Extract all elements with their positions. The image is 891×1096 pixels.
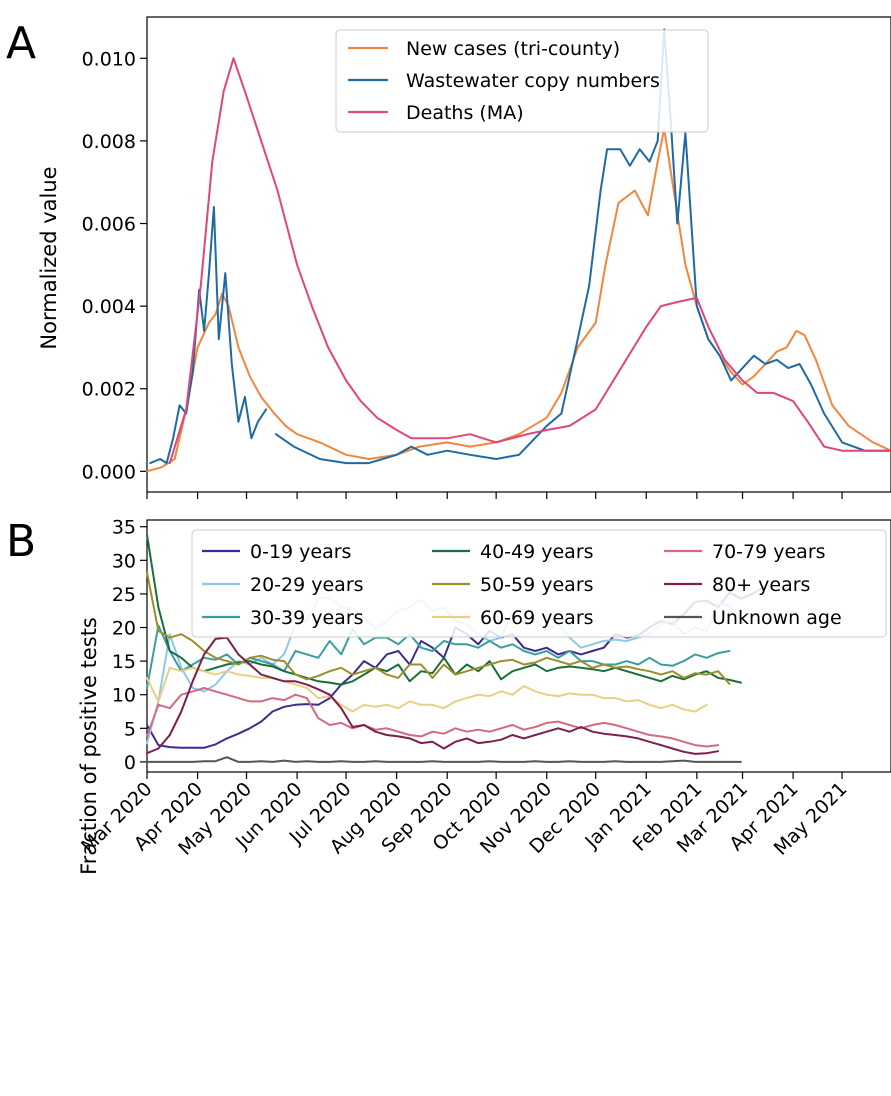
panel-a-y-axis-label: Normalized value xyxy=(37,166,61,349)
panel-b-y-tick-label: 20 xyxy=(112,618,136,640)
panel-b-y-tick-label: 5 xyxy=(124,718,136,740)
panel-a-plot-frame xyxy=(146,16,891,493)
panel-a-y-tick-label: 0.000 xyxy=(82,461,136,483)
series-line-deaths-ma xyxy=(168,57,891,465)
series-line-60-69-years xyxy=(146,666,708,713)
panel-a-y-axis: 0.000 0.002 0.004 0.006 0.008 0.010 xyxy=(82,48,147,483)
panel-a-legend-box xyxy=(335,29,709,133)
panel-a-letter: A xyxy=(6,18,36,69)
legend-label-new-cases-tri-county: New cases (tri-county) xyxy=(406,38,620,60)
legend-label-deaths-ma: Deaths (MA) xyxy=(406,102,524,124)
panel-a-y-tick-label: 0.008 xyxy=(82,131,136,153)
panel-b-y-tick-label: 0 xyxy=(124,752,136,774)
legend-label-60-69-years: 60-69 years xyxy=(480,607,594,629)
panel-b-y-tick-label: 35 xyxy=(112,517,136,539)
legend-label-70-79-years: 70-79 years xyxy=(712,541,826,563)
panel-a-y-tick-label: 0.002 xyxy=(82,379,136,401)
panel-b-y-axis-label: Fraction of positive tests xyxy=(77,617,101,875)
series-line-new-cases-tri-county xyxy=(146,127,891,473)
panel-a-y-tick-label: 0.006 xyxy=(82,214,136,236)
panel-b-y-tick-label: 25 xyxy=(112,584,136,606)
panel-b-y-tick-label: 30 xyxy=(112,550,136,572)
panel-a-y-tick-label: 0.004 xyxy=(82,296,136,318)
panel-a-x-axis xyxy=(146,492,843,499)
series-line-70-79-years xyxy=(146,687,720,748)
series-line-unknown-age xyxy=(146,756,742,763)
legend-label-80-years: 80+ years xyxy=(712,574,810,596)
legend-label-20-29-years: 20-29 years xyxy=(250,574,364,596)
panel-b-y-axis: 0 5 10 15 20 25 30 35 xyxy=(112,517,147,774)
series-line-80-years xyxy=(146,636,720,755)
panel-a-legend: New cases (tri-county) Wastewater copy nu… xyxy=(335,29,709,133)
panel-b-letter: B xyxy=(6,516,36,567)
panel-a-chart: 0.000 0.002 0.004 0.006 0.008 0.010 Normalize… xyxy=(37,16,891,499)
legend-label-wastewater-copy-numbers: Wastewater copy numbers xyxy=(406,70,660,92)
panel-b-legend: 0-19 years 20-29 years 30-39 years 40-49 ye… xyxy=(191,529,887,638)
panel-b-y-tick-label: 10 xyxy=(112,685,136,707)
panel-b-legend-box xyxy=(191,529,887,638)
legend-label-0-19-years: 0-19 years xyxy=(250,541,351,563)
legend-label-50-59-years: 50-59 years xyxy=(480,574,594,596)
series-line-50-59-years xyxy=(146,571,731,685)
panel-b-plot-frame xyxy=(146,519,891,773)
panel-a-y-tick-label: 0.010 xyxy=(82,48,136,70)
panel-a-series xyxy=(146,28,891,473)
series-line-wastewater-copy-numbers xyxy=(149,28,891,465)
panel-b-y-tick-label: 15 xyxy=(112,651,136,673)
legend-label-unknown-age: Unknown age xyxy=(712,607,842,629)
legend-label-40-49-years: 40-49 years xyxy=(480,541,594,563)
legend-label-30-39-years: 30-39 years xyxy=(250,607,364,629)
